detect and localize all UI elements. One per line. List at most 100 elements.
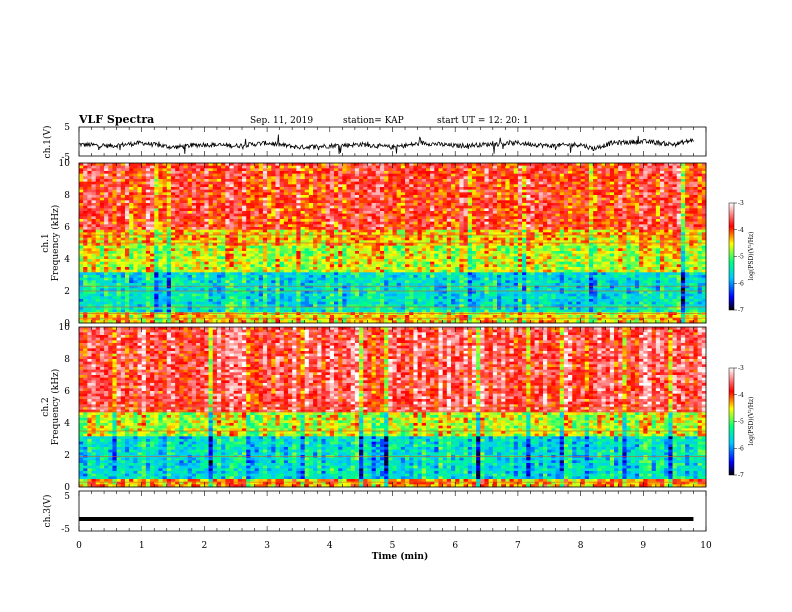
spectrogram-cell bbox=[162, 179, 168, 182]
spectrogram-cell bbox=[492, 184, 498, 188]
spectrogram-cell bbox=[614, 224, 619, 228]
spectrogram-cell bbox=[308, 168, 314, 172]
spectrogram-cell bbox=[517, 245, 523, 249]
spectrogram-cell bbox=[329, 187, 335, 190]
spectrogram-cell bbox=[534, 171, 540, 174]
spectrogram-cell bbox=[175, 237, 180, 241]
spectrogram-cell bbox=[116, 200, 122, 204]
spectrogram-cell bbox=[392, 181, 397, 185]
spectrogram-cell bbox=[162, 232, 168, 236]
spectrogram-cell bbox=[367, 221, 372, 225]
spectrogram-cell bbox=[634, 181, 640, 185]
header: VLF Spectra Sep. 11, 2019 station= KAP s… bbox=[78, 113, 529, 126]
spectrogram-cell bbox=[501, 229, 506, 233]
spectrogram-cell bbox=[208, 192, 214, 196]
spectrogram-cell bbox=[676, 165, 682, 169]
spectrogram-cell bbox=[325, 181, 331, 185]
spectrogram-cell bbox=[258, 165, 264, 169]
spectrogram-cell bbox=[660, 208, 665, 212]
spectrogram-cell bbox=[304, 195, 310, 198]
spectrogram-cell bbox=[680, 168, 686, 172]
spectrogram-cell bbox=[480, 205, 485, 209]
spectrogram-cell bbox=[522, 171, 527, 174]
spectrogram-cell bbox=[262, 205, 268, 209]
spectrogram-cell bbox=[563, 173, 569, 177]
spectrogram-cell bbox=[417, 229, 423, 233]
spectrogram-cell bbox=[271, 219, 276, 222]
spectrogram-cell bbox=[639, 227, 644, 230]
spectrogram-cell bbox=[292, 168, 297, 172]
spectrogram-cell bbox=[434, 203, 439, 206]
spectrogram-cell bbox=[196, 197, 201, 201]
spectrogram-cell bbox=[572, 224, 577, 228]
spectrogram-cell bbox=[497, 189, 502, 193]
spectrogram-cell bbox=[639, 237, 644, 241]
spectrogram-cell bbox=[162, 205, 168, 209]
spectrogram-cell bbox=[634, 165, 640, 169]
spectrogram-cell bbox=[655, 168, 661, 172]
spectrogram-cell bbox=[237, 229, 243, 233]
spectrogram-cell bbox=[530, 176, 535, 180]
spectrogram-cell bbox=[204, 203, 209, 206]
spectrogram-cell bbox=[338, 165, 343, 169]
spectrogram-cell bbox=[664, 245, 669, 249]
spectrogram-cell bbox=[99, 195, 105, 198]
spectrogram-cell bbox=[170, 195, 176, 198]
spectrogram-cell bbox=[321, 221, 326, 225]
spectrogram-cell bbox=[488, 227, 494, 230]
spectrogram-cell bbox=[551, 163, 556, 166]
spectrogram-cell bbox=[651, 237, 657, 241]
spectrogram-cell bbox=[639, 181, 644, 185]
spectrogram-cell bbox=[413, 229, 418, 233]
spectrogram-cell bbox=[150, 176, 155, 180]
spectrogram-cell bbox=[221, 171, 226, 174]
spectrogram-cell bbox=[559, 229, 565, 233]
spectrogram-cell bbox=[676, 205, 682, 209]
spectrogram-cell bbox=[304, 213, 310, 217]
spectrogram-cell bbox=[513, 227, 519, 230]
spectrogram-cell bbox=[542, 192, 548, 196]
spectrogram-cell bbox=[463, 189, 469, 193]
spectrogram-cell bbox=[471, 232, 477, 236]
spectrogram-cell bbox=[175, 184, 180, 188]
spectrogram-cell bbox=[371, 208, 377, 212]
spectrogram-cell bbox=[233, 221, 239, 225]
spectrogram-cell bbox=[141, 203, 147, 206]
spectrogram-cell bbox=[568, 235, 573, 238]
spectrogram-cell bbox=[547, 165, 552, 169]
spectrogram-cell bbox=[634, 221, 640, 225]
spectrogram-cell bbox=[325, 248, 331, 252]
spectrogram-cell bbox=[325, 203, 331, 206]
spectrogram-cell bbox=[129, 248, 134, 252]
spectrogram-cell bbox=[584, 232, 590, 236]
spectrogram-cell bbox=[99, 237, 105, 241]
spectrogram-cell bbox=[425, 224, 431, 228]
spectrogram-cell bbox=[375, 168, 381, 172]
spectrogram-cell bbox=[559, 219, 565, 222]
spectrogram-cell bbox=[187, 213, 193, 217]
spectrogram-cell bbox=[350, 229, 356, 233]
spectrogram-cell bbox=[133, 189, 138, 193]
spectrogram-cell bbox=[501, 235, 506, 238]
spectrogram-cell bbox=[421, 200, 427, 204]
spectrogram-cell bbox=[216, 232, 222, 236]
spectrogram-cell bbox=[593, 179, 598, 182]
spectrogram-cell bbox=[321, 229, 326, 233]
spectrogram-cell bbox=[342, 208, 347, 212]
spectrogram-cell bbox=[605, 165, 611, 169]
spectrogram-cell bbox=[333, 181, 339, 185]
spectrogram-cell bbox=[338, 189, 343, 193]
spectrogram-cell bbox=[179, 208, 184, 212]
spectrogram-cell bbox=[258, 237, 264, 241]
spectrogram-cell bbox=[288, 195, 293, 198]
spectrogram-cell bbox=[87, 195, 92, 198]
spectrogram-cell bbox=[455, 216, 460, 220]
spectrogram-cell bbox=[267, 203, 272, 206]
spectrogram-cell bbox=[614, 168, 619, 172]
spectrogram-cell bbox=[279, 224, 285, 228]
spectrogram-cell bbox=[680, 211, 686, 214]
spectrogram-cell bbox=[279, 192, 285, 196]
date-label: Sep. 11, 2019 bbox=[250, 116, 313, 126]
spectrogram-cell bbox=[609, 197, 615, 201]
spectrogram-cell bbox=[95, 179, 101, 182]
